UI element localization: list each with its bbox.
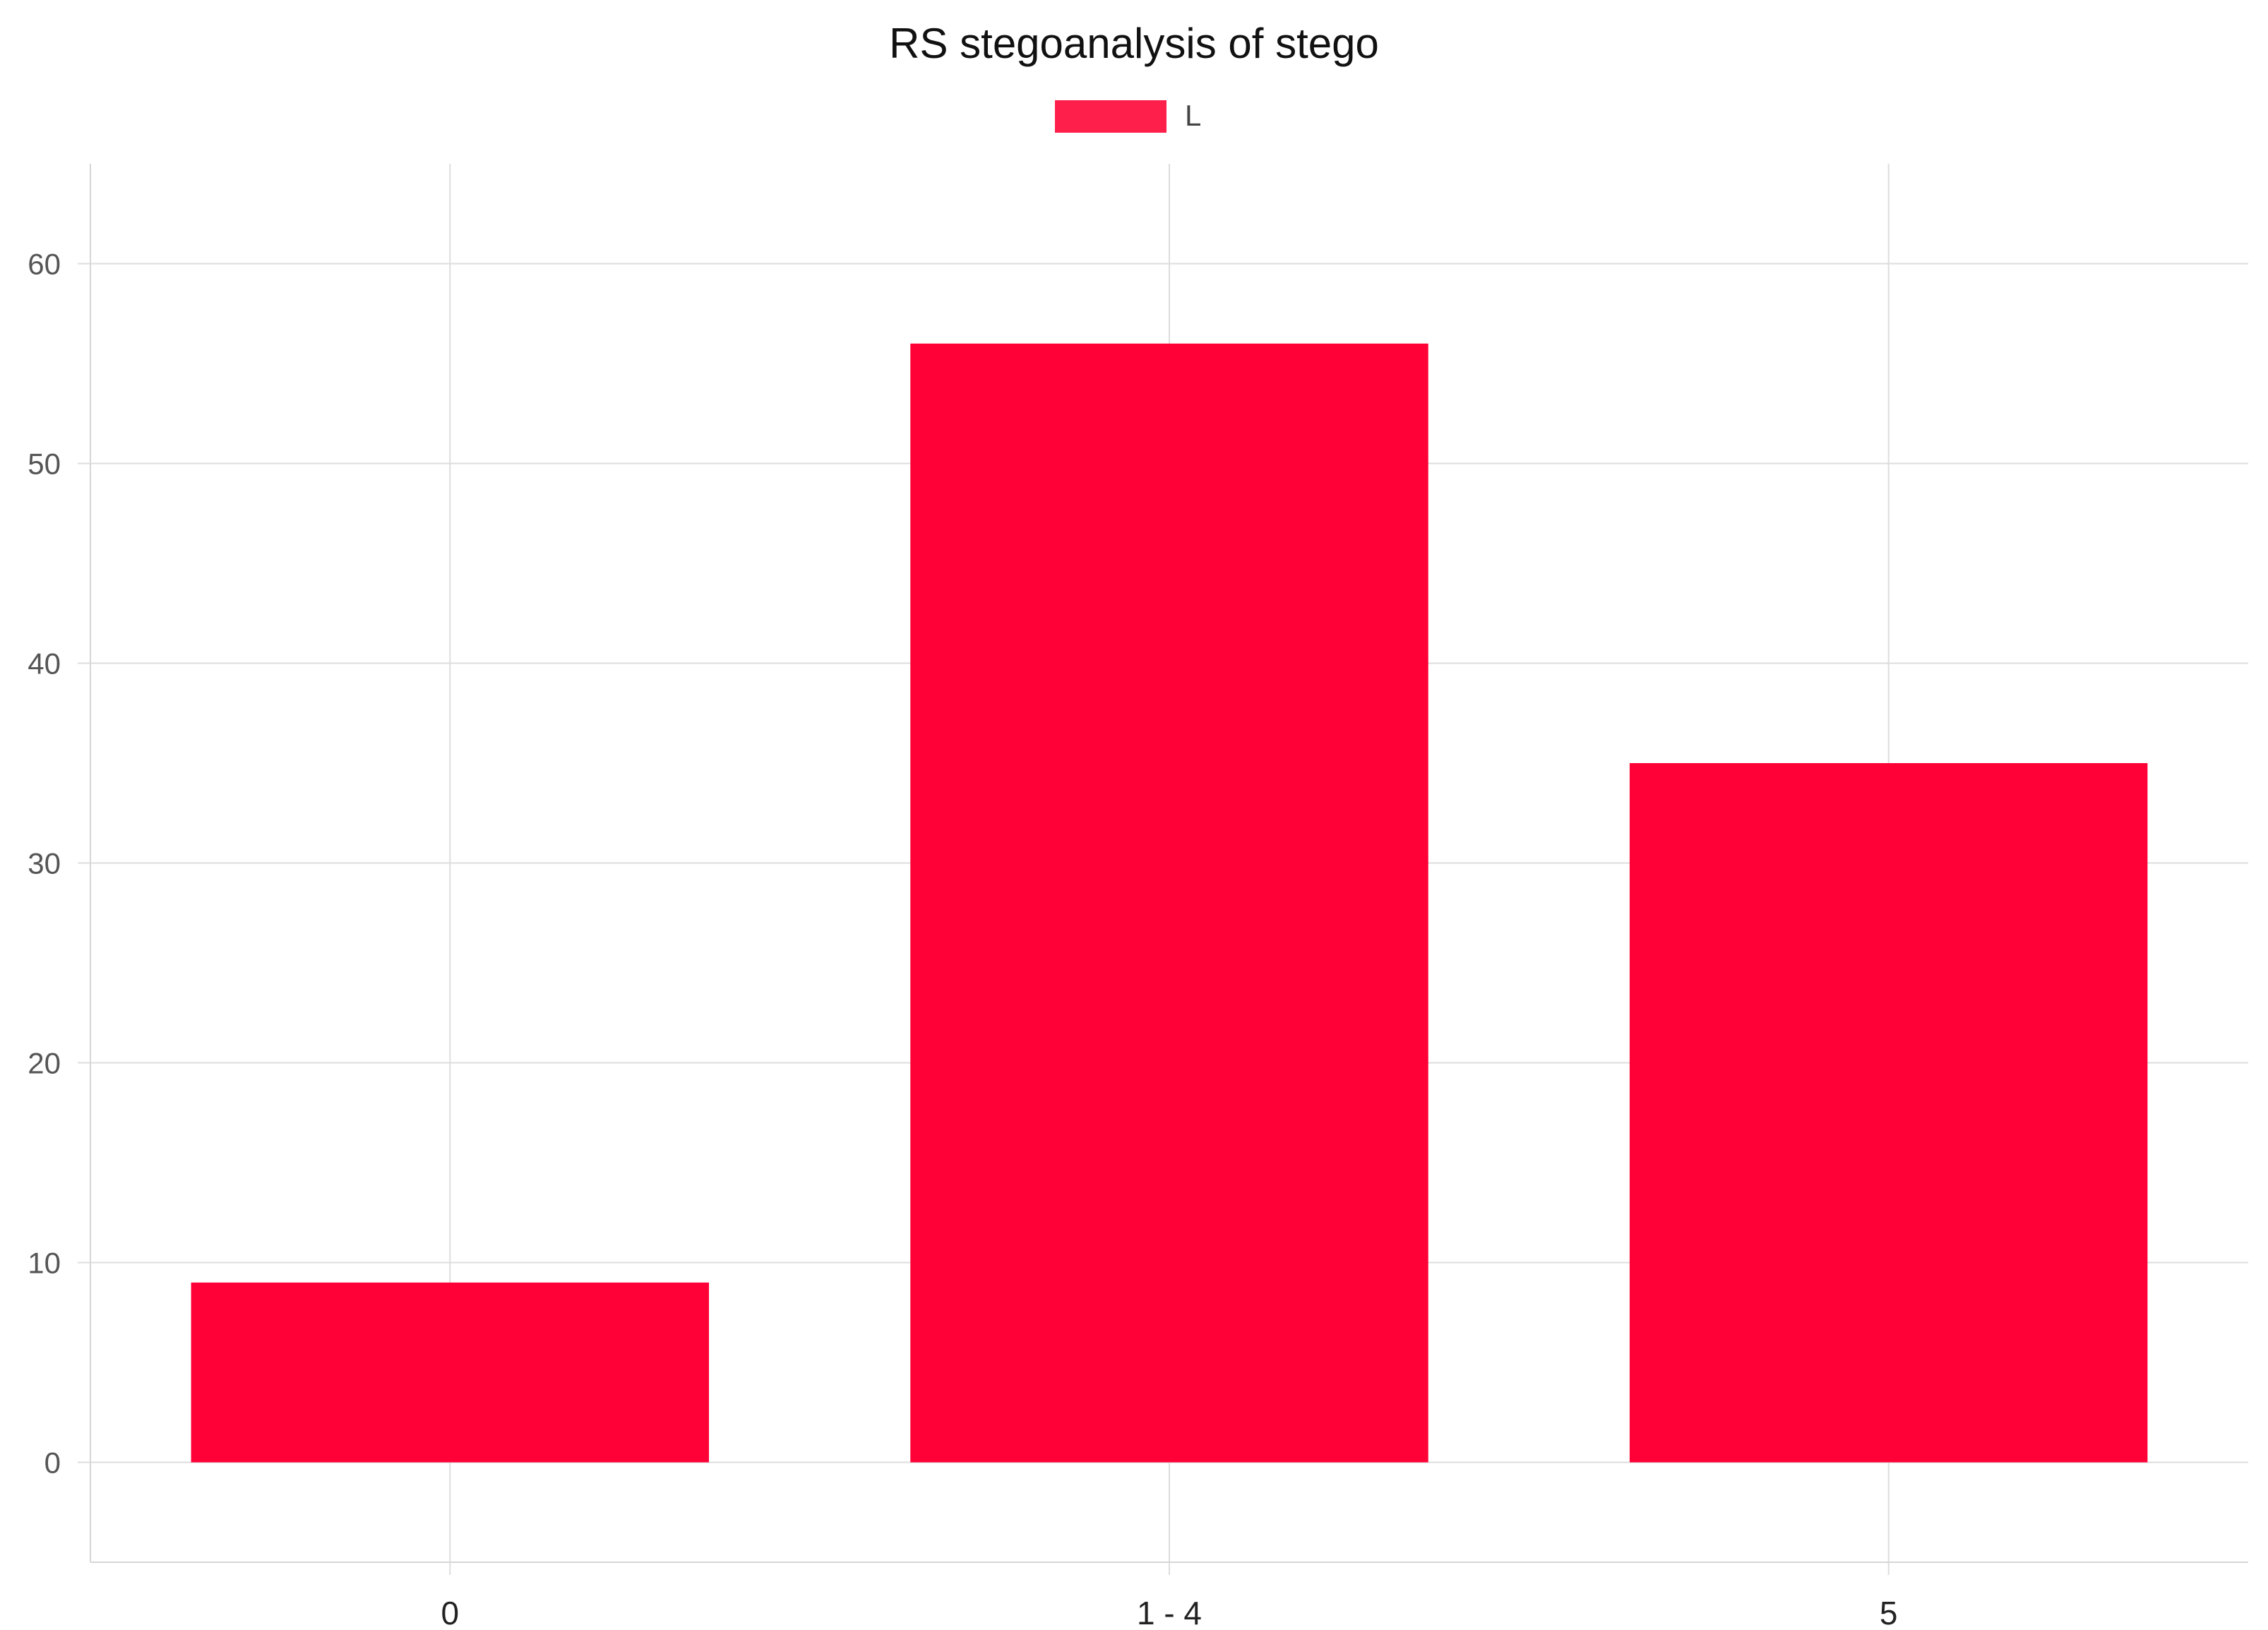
y-tick-label: 20 (28, 1047, 61, 1080)
bar-2[interactable] (910, 343, 1428, 1463)
x-tick-label: 0 (441, 1595, 460, 1630)
x-axis-ticks: 0 1 - 4 5 (441, 1595, 1898, 1630)
bar-1[interactable] (191, 1282, 710, 1463)
y-tick-label: 0 (44, 1446, 61, 1480)
legend-swatch-l[interactable] (1055, 100, 1166, 133)
chart-title: RS stegoanalysis of stego (889, 20, 1379, 67)
bar-3[interactable] (1629, 763, 2148, 1463)
x-tick-label: 5 (1880, 1595, 1898, 1630)
y-tick-label: 60 (28, 248, 61, 281)
x-tick-label: 1 - 4 (1137, 1595, 1202, 1630)
legend[interactable]: L (1055, 99, 1201, 133)
y-tick-label: 40 (28, 647, 61, 681)
y-axis-ticks: 0 10 20 30 40 50 60 (28, 248, 61, 1480)
y-tick-label: 10 (28, 1247, 61, 1280)
y-tick-label: 50 (28, 448, 61, 481)
legend-label-l[interactable]: L (1185, 99, 1201, 132)
y-tick-label: 30 (28, 847, 61, 880)
bars (191, 343, 2148, 1463)
